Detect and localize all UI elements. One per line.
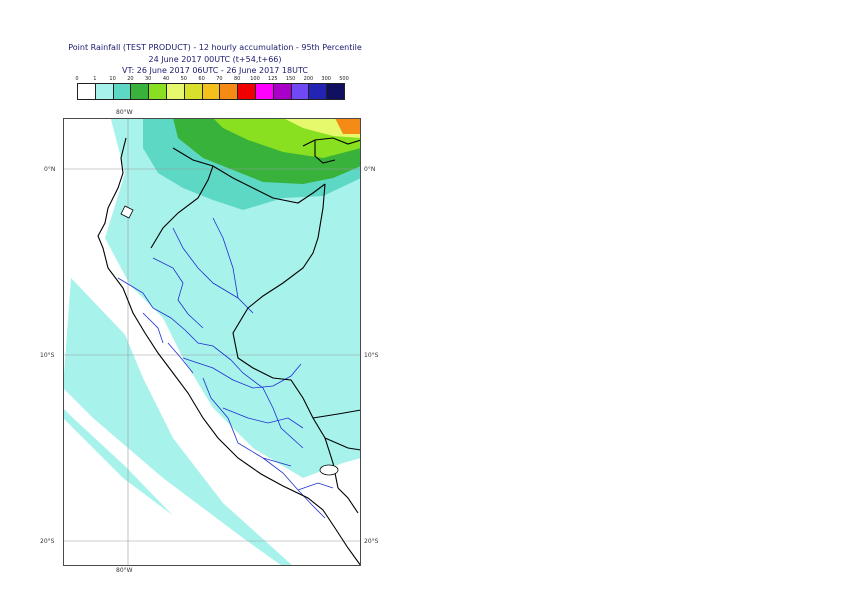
- lat-label-0-right: 0°N: [364, 166, 376, 173]
- map-frame: [63, 118, 361, 566]
- rainfall-map: [63, 118, 361, 566]
- legend-swatch: [183, 83, 203, 100]
- legend-tick-label: 125: [268, 76, 278, 82]
- lat-label-20-left: 20°S: [40, 538, 55, 545]
- lon-label-top: 80°W: [116, 109, 133, 116]
- legend-tick-label: 500: [339, 76, 349, 82]
- dry-zone-south: [63, 418, 237, 566]
- lake-titicaca: [319, 464, 339, 476]
- legend-tick-label: 10: [109, 76, 116, 82]
- legend-tick-label: 80: [234, 76, 241, 82]
- region-boundaries: [117, 217, 334, 519]
- legend-swatch: [308, 83, 328, 100]
- lon-label-bottom: 80°W: [116, 567, 133, 574]
- legend-swatch: [290, 83, 310, 100]
- legend-tick-label: 40: [162, 76, 170, 82]
- legend-tick-label: 100: [250, 76, 260, 82]
- legend-tick-label: 0: [75, 76, 79, 82]
- andes-band: [213, 348, 361, 428]
- lat-label-20-right: 20°S: [364, 538, 379, 545]
- legend-tick-label: 50: [180, 76, 187, 82]
- legend-swatch: [201, 83, 221, 100]
- map-run-time: 24 June 2017 00UTC (t+54,t+66): [148, 55, 282, 64]
- legend-tick-label: 1: [93, 76, 97, 82]
- legend-tick-label: 60: [198, 76, 205, 82]
- legend-tick-label: 150: [285, 76, 296, 82]
- legend-tick-label: 300: [321, 76, 331, 82]
- map-valid-time: VT: 26 June 2017 06UTC - 26 June 2017 18…: [122, 66, 308, 75]
- legend-swatch: [237, 83, 256, 100]
- legend-swatch: [112, 83, 132, 100]
- rain-band-70-80: [335, 118, 361, 134]
- legend-swatch: [130, 83, 150, 100]
- legend-tick-label: 30: [145, 76, 152, 82]
- legend-swatch: [326, 83, 345, 100]
- legend-tick-label: 70: [216, 76, 223, 82]
- gulf-inlet: [120, 205, 134, 219]
- legend-swatch: [272, 83, 292, 100]
- legend-swatch: [77, 83, 96, 100]
- legend-swatch: [255, 83, 274, 100]
- legend-swatch: [219, 83, 239, 100]
- lat-label-10-right: 10°S: [364, 352, 379, 359]
- legend-tick-label: 20: [127, 76, 134, 82]
- lat-label-0-left: 0°N: [44, 166, 56, 173]
- map-title: Point Rainfall (TEST PRODUCT) - 12 hourl…: [68, 43, 362, 52]
- country-borders: [97, 137, 361, 566]
- legend-swatch: [148, 83, 167, 100]
- lat-label-10-left: 10°S: [40, 352, 55, 359]
- legend-swatch: [94, 83, 114, 100]
- legend-tick-label: 200: [303, 76, 314, 82]
- legend-swatch: [166, 83, 185, 100]
